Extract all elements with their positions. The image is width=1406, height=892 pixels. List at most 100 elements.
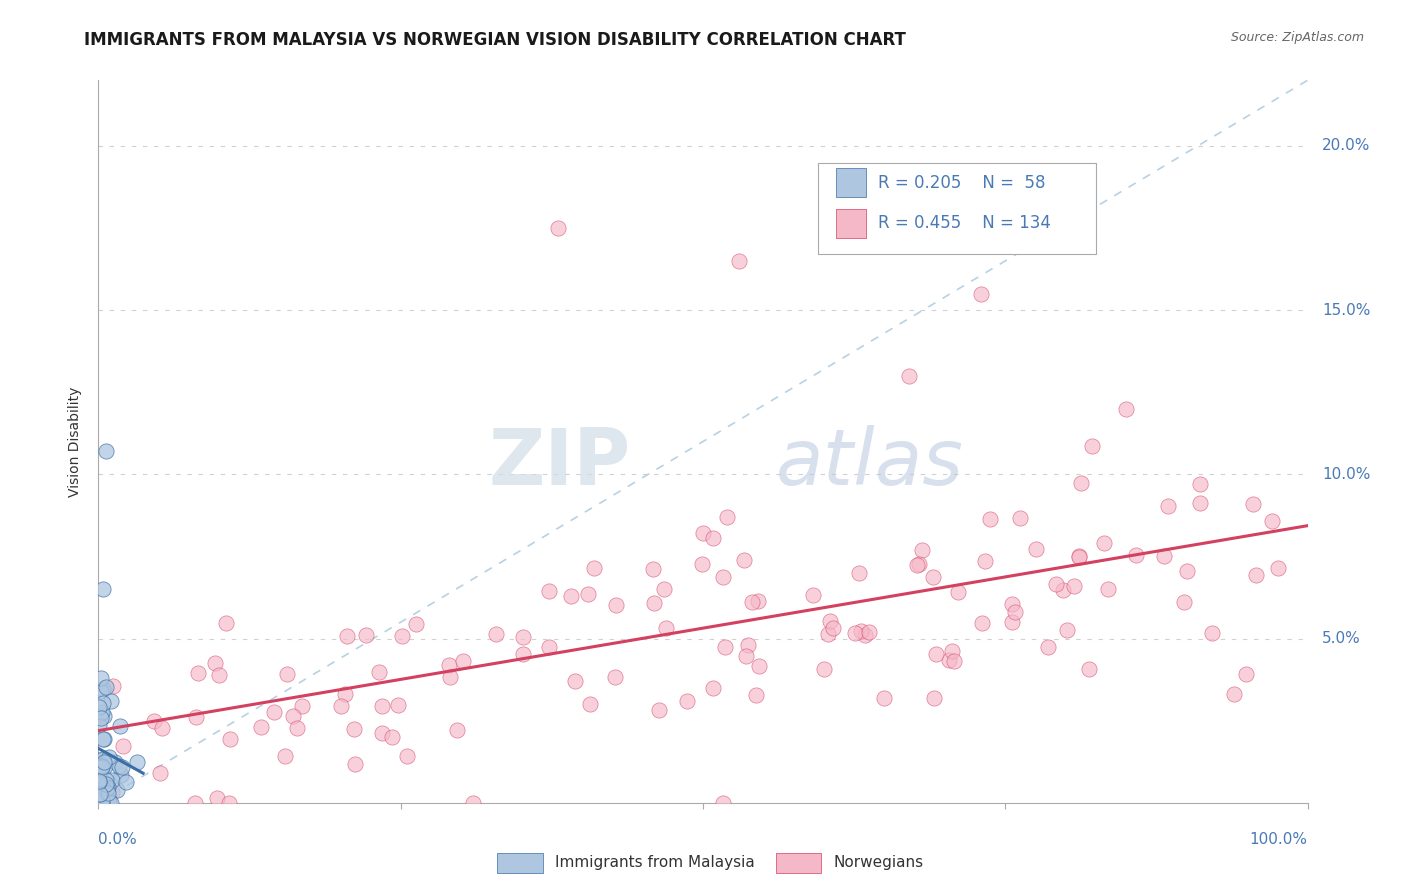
Point xyxy=(98,793,121,807)
Point xyxy=(801,588,824,602)
Point xyxy=(1173,595,1195,609)
Point xyxy=(702,681,724,696)
Point xyxy=(970,286,993,301)
Point xyxy=(96,780,118,795)
Point xyxy=(91,752,114,766)
Point xyxy=(897,368,920,383)
Point xyxy=(218,796,240,810)
Point xyxy=(91,681,114,696)
Point xyxy=(1025,542,1047,557)
Point xyxy=(97,795,120,809)
Point xyxy=(1201,626,1223,640)
Text: Norwegians: Norwegians xyxy=(834,855,924,871)
Point xyxy=(90,762,112,776)
Point xyxy=(105,783,128,797)
Point xyxy=(91,796,114,810)
Point xyxy=(90,707,112,722)
Point xyxy=(87,774,110,789)
Point xyxy=(90,757,112,772)
Point xyxy=(91,696,114,710)
Point xyxy=(148,766,170,780)
Point xyxy=(370,699,392,714)
Point xyxy=(219,731,242,746)
Point xyxy=(371,725,394,739)
Text: 5.0%: 5.0% xyxy=(1322,632,1361,646)
Point xyxy=(187,666,209,681)
Point xyxy=(647,702,669,716)
Point xyxy=(1052,582,1074,597)
Point xyxy=(343,723,366,737)
Point xyxy=(285,721,308,735)
Point xyxy=(1001,598,1024,612)
Point xyxy=(336,629,359,643)
Point xyxy=(91,732,114,747)
Point xyxy=(576,587,599,601)
Point xyxy=(91,780,114,795)
Point xyxy=(873,690,896,705)
Point xyxy=(735,649,758,664)
Text: 20.0%: 20.0% xyxy=(1322,138,1371,153)
Point xyxy=(205,790,228,805)
Point xyxy=(330,698,353,713)
Point xyxy=(848,566,870,580)
Point xyxy=(1067,549,1090,564)
Point xyxy=(381,730,404,744)
Point xyxy=(714,640,737,654)
Point xyxy=(1115,401,1137,416)
Point xyxy=(605,598,627,612)
Point xyxy=(89,717,111,731)
Point xyxy=(512,648,534,662)
Point xyxy=(343,756,366,771)
Point xyxy=(104,756,127,770)
Point xyxy=(972,615,994,630)
Point xyxy=(1063,578,1085,592)
Point xyxy=(564,673,586,688)
Point xyxy=(97,787,120,801)
Point xyxy=(1223,687,1246,701)
Point xyxy=(643,596,665,610)
Point xyxy=(94,444,117,458)
Point xyxy=(655,621,678,635)
Point xyxy=(446,723,468,737)
Point xyxy=(922,569,945,583)
Point xyxy=(90,782,112,797)
Point xyxy=(908,558,931,572)
Point xyxy=(93,709,115,723)
Point xyxy=(184,796,207,810)
Text: 15.0%: 15.0% xyxy=(1322,302,1371,318)
Point xyxy=(276,666,298,681)
Point xyxy=(87,700,110,714)
Point xyxy=(184,710,207,724)
Point xyxy=(91,758,114,772)
FancyBboxPatch shape xyxy=(837,169,866,197)
Point xyxy=(90,672,112,686)
Point xyxy=(1125,549,1147,563)
Point xyxy=(89,772,111,786)
Point xyxy=(90,710,112,724)
Point xyxy=(94,681,117,695)
Point xyxy=(582,561,605,575)
Point xyxy=(1077,662,1099,676)
Point xyxy=(1188,477,1211,491)
Point xyxy=(1056,624,1078,638)
Point xyxy=(87,753,110,767)
Point xyxy=(93,787,115,801)
Point xyxy=(215,615,238,630)
Point xyxy=(1097,582,1119,596)
Point xyxy=(1045,577,1067,591)
Point xyxy=(395,749,418,764)
Point xyxy=(1267,560,1289,574)
Text: IMMIGRANTS FROM MALAYSIA VS NORWEGIAN VISION DISABILITY CORRELATION CHART: IMMIGRANTS FROM MALAYSIA VS NORWEGIAN VI… xyxy=(84,31,907,49)
Point xyxy=(911,543,934,558)
Point xyxy=(1188,495,1211,509)
Point xyxy=(93,731,115,746)
Point xyxy=(925,648,948,662)
Point xyxy=(538,640,561,654)
Point xyxy=(1004,606,1026,620)
Point xyxy=(942,654,965,668)
FancyBboxPatch shape xyxy=(498,853,543,873)
Point xyxy=(96,772,118,787)
Point xyxy=(676,694,699,708)
Point xyxy=(100,694,122,708)
Point xyxy=(87,791,110,805)
